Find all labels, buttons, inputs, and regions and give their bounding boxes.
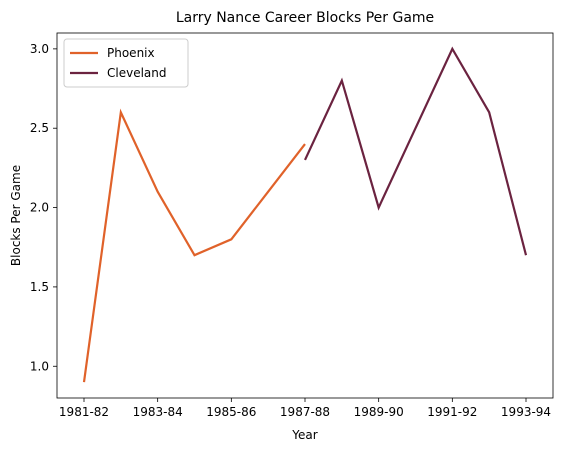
y-tick-label: 1.5 xyxy=(30,280,49,294)
x-tick-label: 1989-90 xyxy=(354,405,404,419)
x-axis-label: Year xyxy=(291,428,317,442)
series-layer xyxy=(82,46,528,383)
series-line-phoenix xyxy=(82,108,306,383)
x-tick-label: 1985-86 xyxy=(206,405,256,419)
legend-label-phoenix: Phoenix xyxy=(107,46,155,60)
x-tick-label: 1981-82 xyxy=(59,405,109,419)
y-tick-label: 2.0 xyxy=(30,201,49,215)
legend-box xyxy=(63,38,189,88)
legend-label-cleveland: Cleveland xyxy=(107,66,167,80)
x-tick-label: 1991-92 xyxy=(427,405,477,419)
x-tick-label: 1983-84 xyxy=(133,405,183,419)
y-axis-label: Blocks Per Game xyxy=(9,165,23,266)
x-tick-label: 1987-88 xyxy=(280,405,330,419)
y-tick-label: 2.5 xyxy=(30,121,49,135)
plot-frame xyxy=(56,32,554,399)
chart-title: Larry Nance Career Blocks Per Game xyxy=(176,10,434,26)
y-axis: 1.0 1.5 2.0 2.5 3.0 xyxy=(30,42,57,373)
series-line-cleveland xyxy=(304,46,528,256)
x-tick-label: 1993-94 xyxy=(501,405,551,419)
y-tick-label: 1.0 xyxy=(30,359,49,373)
legend: Phoenix Cleveland xyxy=(63,38,189,88)
x-axis: 1981-82 1983-84 1985-86 1987-88 1989-90 1991-… xyxy=(59,398,551,419)
y-tick-label: 3.0 xyxy=(30,42,49,56)
